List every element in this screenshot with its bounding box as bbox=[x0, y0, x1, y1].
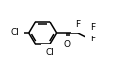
Text: F: F bbox=[89, 34, 94, 43]
Text: F: F bbox=[89, 23, 94, 32]
Text: O: O bbox=[63, 40, 70, 49]
Text: F: F bbox=[75, 20, 80, 29]
Text: Cl: Cl bbox=[10, 29, 19, 37]
Text: Cl: Cl bbox=[45, 48, 54, 57]
